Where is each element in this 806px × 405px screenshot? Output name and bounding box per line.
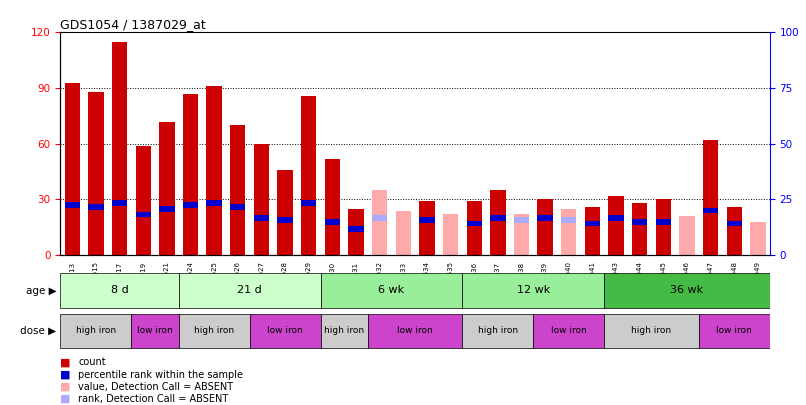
Bar bbox=[584, 207, 600, 255]
Text: low iron: low iron bbox=[717, 326, 752, 335]
Bar bbox=[604, 314, 699, 348]
Bar bbox=[703, 140, 718, 255]
Bar bbox=[131, 314, 179, 348]
Text: high iron: high iron bbox=[478, 326, 518, 335]
Text: low iron: low iron bbox=[550, 326, 587, 335]
Text: GDS1054 / 1387029_at: GDS1054 / 1387029_at bbox=[60, 18, 206, 31]
Bar bbox=[183, 202, 198, 208]
Bar bbox=[463, 273, 604, 308]
Bar bbox=[703, 208, 718, 213]
Text: count: count bbox=[78, 358, 106, 367]
Bar bbox=[159, 206, 175, 211]
Bar bbox=[419, 201, 434, 255]
Bar bbox=[254, 144, 269, 255]
Bar bbox=[112, 200, 127, 206]
Bar bbox=[348, 226, 364, 232]
Bar bbox=[513, 217, 530, 223]
Bar bbox=[135, 146, 151, 255]
Text: 21 d: 21 d bbox=[237, 285, 262, 295]
Bar bbox=[301, 200, 317, 206]
Bar bbox=[490, 190, 505, 255]
Bar bbox=[277, 170, 293, 255]
Bar bbox=[538, 200, 553, 255]
Text: ■: ■ bbox=[60, 382, 71, 392]
Text: ■: ■ bbox=[60, 394, 71, 404]
Bar bbox=[609, 196, 624, 255]
Bar bbox=[112, 42, 127, 255]
Bar bbox=[467, 201, 482, 255]
Text: ■: ■ bbox=[60, 370, 71, 379]
Bar bbox=[368, 314, 463, 348]
Text: high iron: high iron bbox=[631, 326, 671, 335]
Text: high iron: high iron bbox=[76, 326, 116, 335]
Text: percentile rank within the sample: percentile rank within the sample bbox=[78, 370, 243, 379]
Bar bbox=[277, 217, 293, 223]
Bar bbox=[325, 219, 340, 224]
Text: 6 wk: 6 wk bbox=[378, 285, 405, 295]
Bar bbox=[699, 314, 770, 348]
Bar bbox=[632, 219, 647, 224]
Text: ■: ■ bbox=[60, 358, 71, 367]
Bar bbox=[396, 211, 411, 255]
Bar bbox=[513, 214, 530, 255]
Bar bbox=[372, 190, 388, 255]
Text: value, Detection Call = ABSENT: value, Detection Call = ABSENT bbox=[78, 382, 233, 392]
Text: low iron: low iron bbox=[137, 326, 173, 335]
Bar bbox=[179, 273, 321, 308]
Bar bbox=[179, 314, 250, 348]
Bar bbox=[321, 314, 368, 348]
Bar bbox=[490, 215, 505, 221]
Text: high iron: high iron bbox=[194, 326, 235, 335]
Bar bbox=[584, 221, 600, 226]
Bar bbox=[538, 215, 553, 221]
Bar bbox=[726, 207, 742, 255]
Text: low iron: low iron bbox=[397, 326, 433, 335]
Text: age ▶: age ▶ bbox=[26, 286, 56, 296]
Text: rank, Detection Call = ABSENT: rank, Detection Call = ABSENT bbox=[78, 394, 228, 404]
Bar bbox=[230, 125, 246, 255]
Bar bbox=[183, 94, 198, 255]
Bar bbox=[561, 209, 576, 255]
Text: 8 d: 8 d bbox=[110, 285, 128, 295]
Bar bbox=[604, 273, 770, 308]
Bar bbox=[655, 219, 671, 224]
Bar bbox=[655, 200, 671, 255]
Text: 36 wk: 36 wk bbox=[671, 285, 704, 295]
Bar bbox=[463, 314, 534, 348]
Bar bbox=[726, 221, 742, 226]
Bar bbox=[206, 86, 222, 255]
Bar bbox=[230, 204, 246, 210]
Bar bbox=[60, 273, 179, 308]
Bar bbox=[750, 222, 766, 255]
Bar bbox=[679, 216, 695, 255]
Bar bbox=[301, 96, 317, 255]
Bar bbox=[321, 273, 463, 308]
Bar bbox=[159, 122, 175, 255]
Bar bbox=[561, 217, 576, 223]
Bar bbox=[60, 314, 131, 348]
Text: high iron: high iron bbox=[324, 326, 364, 335]
Bar bbox=[88, 204, 104, 210]
Bar bbox=[442, 214, 459, 255]
Bar bbox=[419, 217, 434, 223]
Bar bbox=[467, 221, 482, 226]
Bar bbox=[64, 202, 80, 208]
Bar bbox=[632, 203, 647, 255]
Bar bbox=[135, 211, 151, 217]
Bar bbox=[88, 92, 104, 255]
Bar bbox=[64, 83, 80, 255]
Bar bbox=[206, 200, 222, 206]
Bar bbox=[534, 314, 604, 348]
Text: low iron: low iron bbox=[267, 326, 303, 335]
Bar bbox=[254, 215, 269, 221]
Bar bbox=[348, 209, 364, 255]
Text: dose ▶: dose ▶ bbox=[20, 326, 56, 336]
Bar bbox=[609, 215, 624, 221]
Bar bbox=[325, 159, 340, 255]
Bar bbox=[250, 314, 321, 348]
Bar bbox=[372, 215, 388, 221]
Text: 12 wk: 12 wk bbox=[517, 285, 550, 295]
